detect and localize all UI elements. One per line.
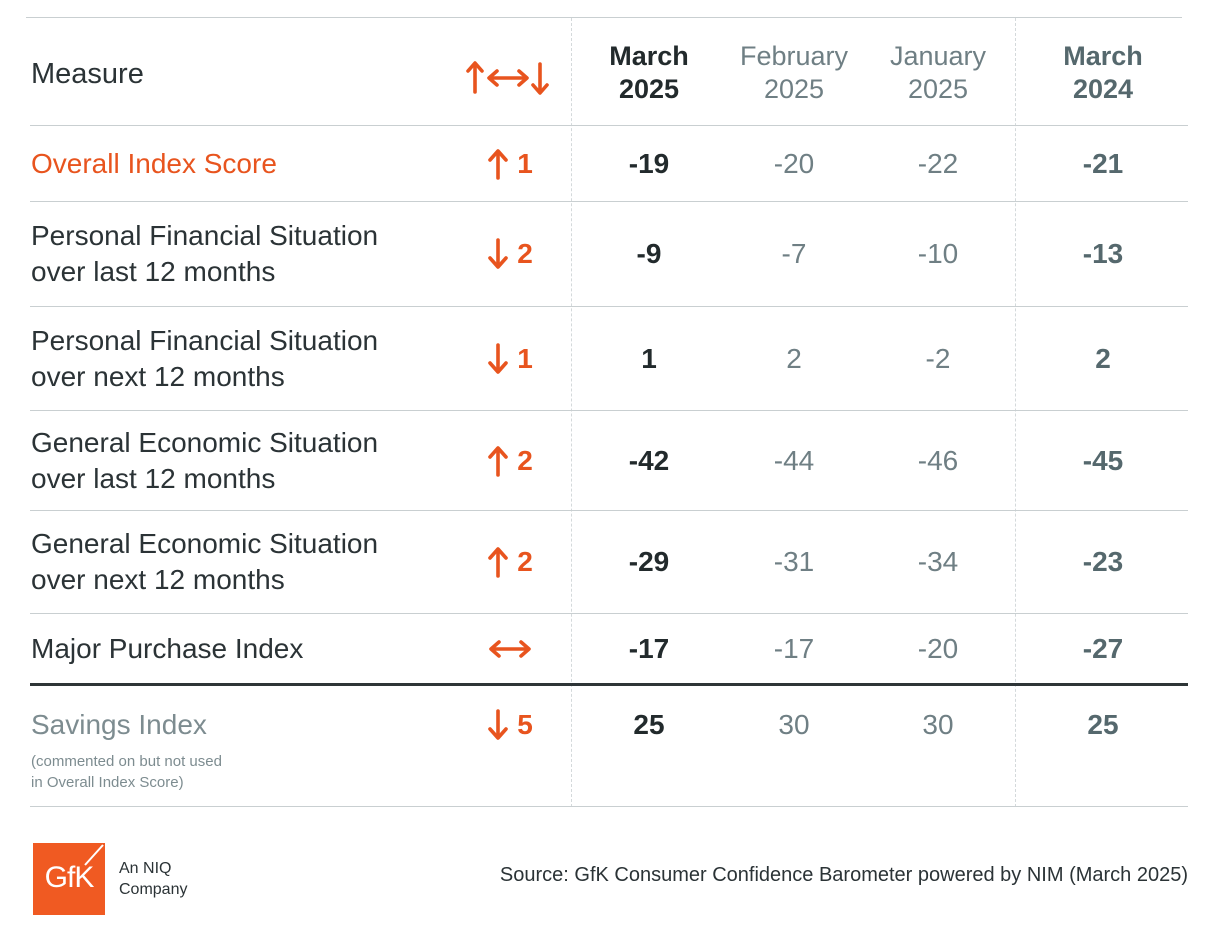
bottom-rule (30, 806, 1188, 807)
top-rule (26, 17, 1182, 18)
value-cell: 30 (922, 709, 954, 740)
down-arrow-icon (487, 709, 509, 741)
value-cell: -13 (1082, 238, 1124, 269)
value-cell: -29 (628, 546, 670, 577)
value-cell: 25 (633, 709, 665, 740)
value-cell: 25 (1087, 709, 1119, 740)
value-cell: -20 (773, 147, 815, 179)
change-major-purchase (455, 614, 565, 684)
value-cell: -42 (628, 444, 670, 476)
measure-pfs-next-12: Personal Financial Situation over next 12… (31, 324, 379, 392)
source-note: Source: GfK Consumer Confidence Baromete… (499, 864, 1188, 886)
value-cell: -21 (1082, 147, 1124, 179)
value-cell: -20 (917, 633, 959, 664)
value-cell: -31 (773, 546, 815, 577)
value-cell: 2 (786, 342, 802, 374)
value-cell: -34 (917, 546, 959, 577)
up-sideways-down-arrows-icon (466, 58, 552, 98)
value-cell: -23 (1082, 546, 1124, 577)
value-cell: -22 (917, 147, 959, 179)
savings-note: (commented on but not used in Overall In… (31, 753, 222, 791)
measure-ges-next-12: General Economic Situation over next 12 m… (31, 528, 379, 595)
savings-separator (30, 683, 1188, 686)
value-cell: -45 (1082, 444, 1124, 476)
up-arrow-icon (487, 445, 509, 477)
change-pfs-last-12: 2 (455, 202, 565, 306)
gfk-logo: GfK (33, 843, 105, 915)
header-january-2025: January 2025 (889, 41, 987, 104)
down-arrow-icon (487, 238, 509, 270)
change-overall-index: 1 (455, 126, 565, 201)
measure-savings-index: Savings Index (31, 709, 207, 740)
change-pfs-next-12: 1 (455, 307, 565, 410)
value-cell: -19 (628, 147, 670, 179)
value-cell: -7 (781, 238, 807, 269)
value-cell: 1 (641, 342, 657, 374)
change-ges-next-12: 2 (455, 511, 565, 613)
value-cell: 30 (778, 709, 810, 740)
header-february-2025: February 2025 (739, 41, 849, 104)
header-measure: Measure (31, 58, 144, 90)
header-rule (30, 125, 1188, 126)
row-rule (30, 613, 1188, 614)
value-cell: -9 (636, 238, 662, 269)
measure-overall-index: Overall Index Score (31, 147, 277, 179)
column-divider (571, 18, 572, 807)
row-rule (30, 306, 1188, 307)
up-arrow-icon (487, 546, 509, 578)
row-rule (30, 510, 1188, 511)
value-cell: -2 (925, 342, 951, 374)
value-cell: -10 (917, 238, 959, 269)
header-march-2025: March 2025 (609, 41, 689, 104)
value-cell: -17 (773, 633, 815, 664)
change-ges-last-12: 2 (455, 411, 565, 510)
sideways-arrow-icon (488, 633, 532, 665)
measure-ges-last-12: General Economic Situation over last 12 m… (31, 426, 379, 494)
value-cell: -44 (773, 444, 815, 476)
up-arrow-icon (487, 148, 509, 180)
header-march-2024: March 2024 (1063, 41, 1143, 104)
value-cell: 2 (1095, 342, 1111, 374)
niq-tagline: An NIQ Company (119, 860, 188, 898)
change-savings-index: 5 (455, 704, 565, 746)
value-cell: -46 (917, 444, 959, 476)
column-divider (1015, 18, 1016, 807)
measure-major-purchase: Major Purchase Index (31, 633, 304, 664)
row-rule (30, 201, 1188, 202)
down-arrow-icon (487, 342, 509, 375)
measure-pfs-last-12: Personal Financial Situation over last 12… (31, 220, 379, 287)
row-rule (30, 410, 1188, 411)
value-cell: -27 (1082, 633, 1124, 664)
value-cell: -17 (628, 633, 670, 664)
